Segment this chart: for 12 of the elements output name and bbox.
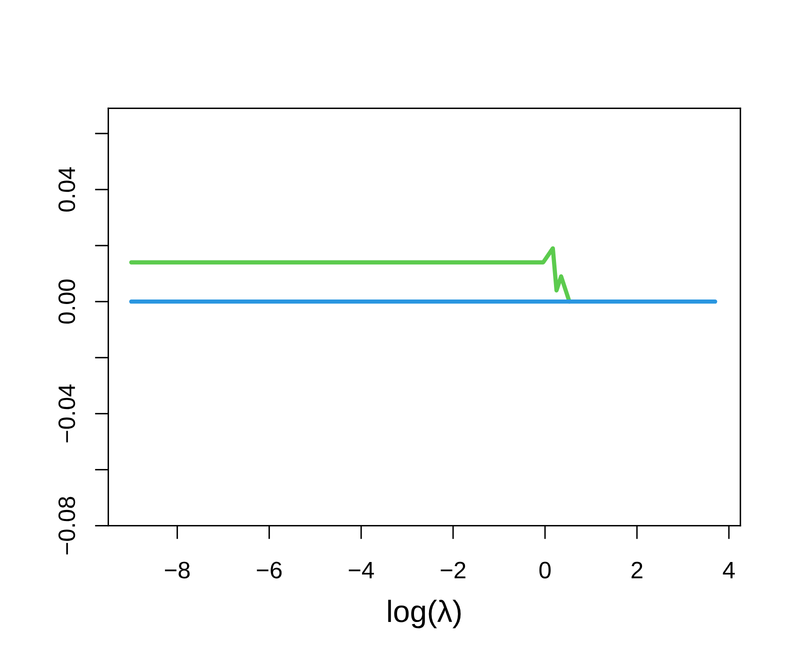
x-tick-label: 0 (539, 562, 551, 578)
x-tick-label: −4 (348, 562, 374, 578)
y-tick-label: 0.04 (58, 167, 76, 212)
x-tick-label: −8 (164, 562, 190, 578)
x-tick-label: −2 (440, 562, 466, 578)
x-tick-label: 2 (632, 562, 642, 578)
x-tick-label: −6 (256, 562, 282, 578)
x-axis-title: log(λ) (388, 600, 461, 628)
x-tick-label: 4 (722, 562, 735, 578)
y-tick-label: −0.04 (58, 384, 76, 442)
y-tick-label: 0.00 (58, 280, 76, 324)
y-tick-label: −0.08 (58, 496, 76, 554)
